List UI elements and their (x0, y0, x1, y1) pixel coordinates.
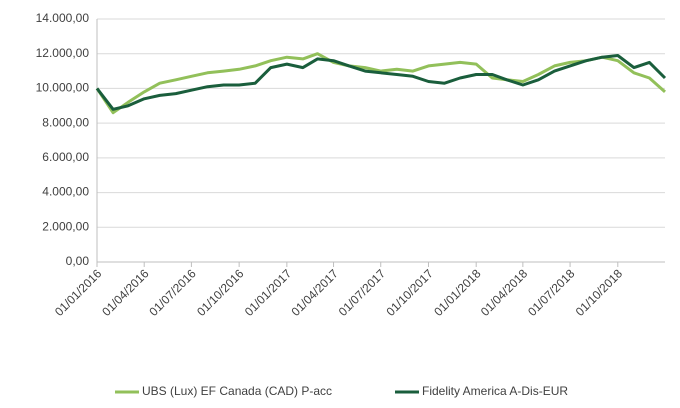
x-tick-label: 01/07/2016 (146, 266, 199, 319)
y-tick-label: 10.000,00 (36, 81, 90, 95)
legend-label: Fidelity America A-Dis-EUR (422, 384, 568, 398)
y-tick-label: 6.000,00 (42, 150, 89, 164)
x-tick-label: 01/01/2018 (431, 266, 484, 319)
x-tick-label: 01/01/2016 (52, 266, 105, 319)
legend-label: UBS (Lux) EF Canada (CAD) P-acc (142, 384, 332, 398)
x-tick-label: 01/10/2017 (383, 266, 436, 319)
y-tick-label: 2.000,00 (42, 219, 89, 233)
x-tick-label: 01/04/2018 (478, 266, 531, 319)
x-tick-label: 01/10/2018 (573, 266, 626, 319)
x-tick-label: 01/10/2016 (194, 266, 247, 319)
series-line (95, 52, 666, 115)
y-tick-label: 12.000,00 (36, 46, 90, 60)
x-tick-label: 01/04/2017 (289, 266, 342, 319)
x-tick-label: 01/07/2017 (336, 266, 389, 319)
y-tick-label: 4.000,00 (42, 185, 89, 199)
x-tick-label: 01/04/2016 (99, 266, 152, 319)
x-tick-label: 01/07/2018 (525, 266, 578, 319)
y-tick-label: 14.000,00 (36, 11, 90, 25)
y-tick-label: 0,00 (66, 254, 90, 268)
series-line (95, 54, 667, 111)
y-tick-label: 8.000,00 (42, 115, 89, 129)
x-tick-label: 01/01/2017 (242, 266, 295, 319)
